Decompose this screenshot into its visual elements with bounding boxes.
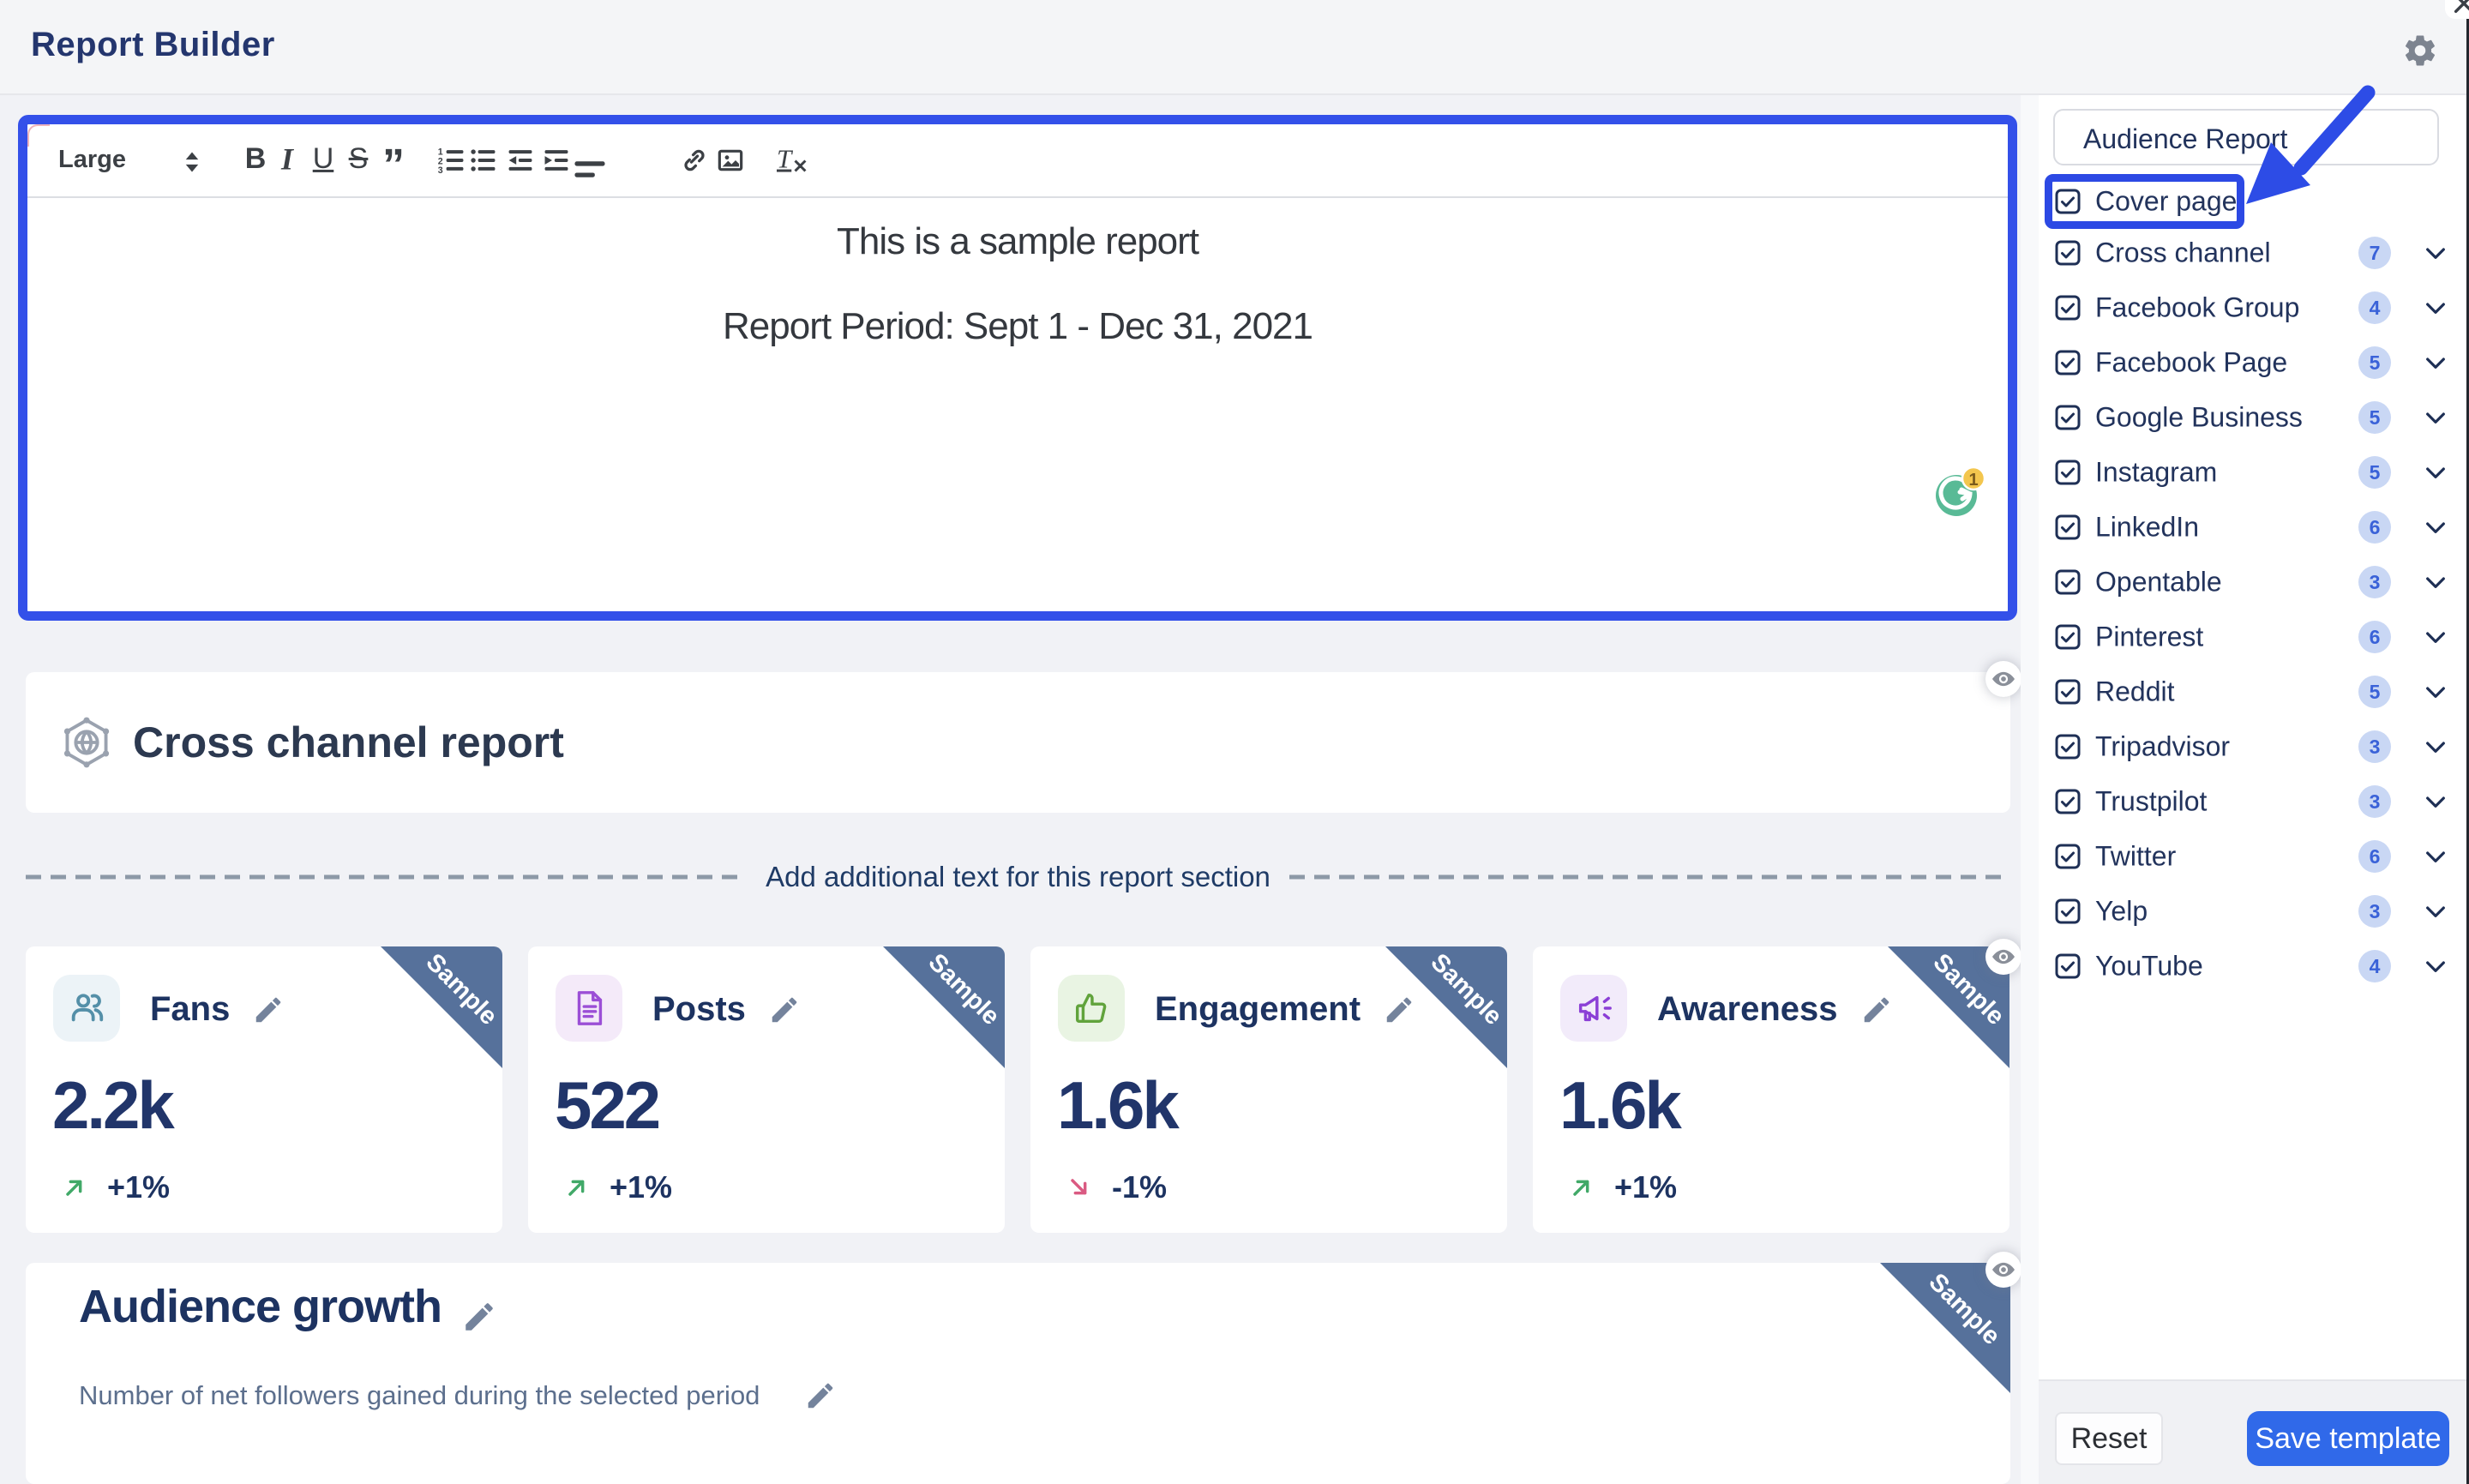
svg-text:2: 2 (438, 156, 443, 166)
svg-text:1: 1 (1968, 471, 1978, 490)
svg-text:1: 1 (438, 147, 443, 158)
svg-text:3: 3 (438, 165, 443, 175)
